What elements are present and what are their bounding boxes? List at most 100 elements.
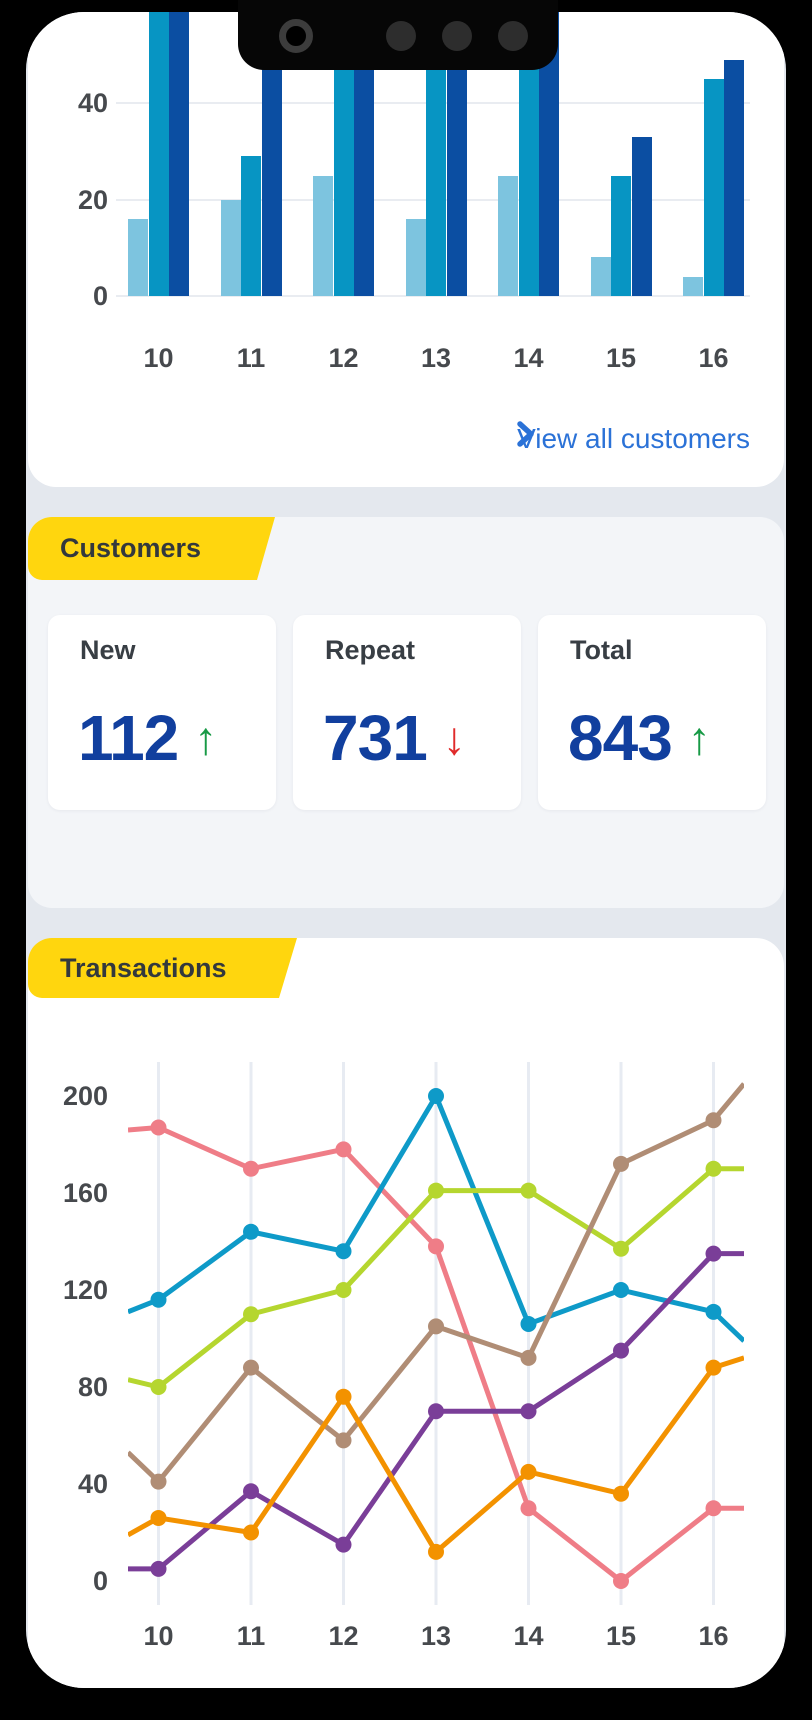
bar-mid-blue-11 bbox=[241, 156, 261, 296]
point-purple-15 bbox=[613, 1342, 629, 1359]
point-green-14 bbox=[520, 1182, 537, 1199]
point-orange-14 bbox=[520, 1463, 537, 1480]
point-purple-16 bbox=[705, 1245, 722, 1262]
point-green-11 bbox=[243, 1306, 259, 1323]
bar-dark-blue-10 bbox=[169, 12, 189, 296]
bar-light-blue-13 bbox=[405, 218, 426, 296]
line-y-axis-label: 120 bbox=[62, 1275, 108, 1305]
bar-dark-blue-14 bbox=[539, 12, 559, 296]
camera-notch bbox=[238, 0, 558, 70]
line-y-axis-label: 200 bbox=[62, 1081, 108, 1111]
bar-dark-blue-11 bbox=[261, 12, 282, 296]
bar-mid-blue-13 bbox=[426, 12, 446, 296]
point-green-16 bbox=[705, 1160, 722, 1177]
bar-mid-blue-10 bbox=[148, 12, 169, 296]
customers-section-badge: Customers bbox=[28, 517, 275, 580]
bar-x-axis-label: 16 bbox=[698, 343, 729, 373]
point-orange-13 bbox=[428, 1543, 444, 1560]
bar-dark-blue-13 bbox=[446, 12, 467, 296]
point-green-12 bbox=[335, 1282, 352, 1298]
trend-down-icon: ↓ bbox=[442, 712, 466, 764]
point-pink-11 bbox=[243, 1160, 259, 1177]
phone-screen: 0 20 40 10 11 12 13 14 15 16 View all customers C… bbox=[26, 12, 786, 1688]
point-brown-13 bbox=[428, 1318, 444, 1335]
point-teal-10 bbox=[150, 1291, 167, 1308]
bar-light-blue-16 bbox=[683, 276, 703, 296]
point-green-10 bbox=[150, 1379, 167, 1395]
point-pink-10 bbox=[150, 1119, 167, 1136]
line-x-axis-label: 16 bbox=[698, 1621, 729, 1651]
point-purple-13 bbox=[428, 1403, 444, 1420]
line-y-axis-label: 0 bbox=[92, 1566, 108, 1596]
bar-x-axis-label: 11 bbox=[236, 343, 266, 373]
point-brown-16 bbox=[705, 1112, 722, 1129]
camera-dot-icon bbox=[498, 21, 528, 51]
bar-light-blue-12 bbox=[313, 175, 333, 296]
stat-card-new: New 112 ↑ bbox=[48, 615, 276, 810]
chevron-right-icon bbox=[517, 421, 534, 447]
bar-y-axis-label: 40 bbox=[77, 88, 108, 119]
transactions-section-badge: Transactions bbox=[28, 938, 297, 998]
bar-gridline bbox=[116, 295, 750, 297]
stat-card-total: Total 843 ↑ bbox=[538, 615, 766, 810]
bar-dark-blue-12 bbox=[354, 12, 374, 296]
view-all-customers-link-top[interactable]: View all customers bbox=[517, 421, 750, 457]
point-teal-12 bbox=[335, 1243, 352, 1260]
line-x-axis-label: 15 bbox=[605, 1621, 637, 1651]
point-brown-15 bbox=[613, 1155, 629, 1172]
transactions-card: Transactions 0 40 80 120 160 200 10 11 12 13 14 15 1… bbox=[28, 938, 784, 1688]
line-x-axis-label: 14 bbox=[513, 1621, 544, 1651]
point-teal-14 bbox=[520, 1315, 537, 1332]
point-orange-12 bbox=[335, 1388, 352, 1405]
line-chart-svg bbox=[128, 1062, 744, 1605]
camera-dot-icon bbox=[386, 21, 416, 51]
point-teal-11 bbox=[243, 1223, 259, 1240]
point-teal-15 bbox=[613, 1282, 629, 1298]
line-y-axis-label: 40 bbox=[77, 1469, 108, 1499]
line-x-axis-label: 10 bbox=[143, 1621, 174, 1651]
line-y-axis-label: 80 bbox=[77, 1372, 108, 1402]
line-x-axis-label: 13 bbox=[420, 1621, 452, 1651]
point-purple-14 bbox=[520, 1403, 537, 1420]
bar-y-axis-label: 20 bbox=[77, 184, 108, 215]
bar-mid-blue-12 bbox=[333, 12, 354, 296]
customers-bar-chart-card: 0 20 40 10 11 12 13 14 15 16 View all customers bbox=[28, 12, 784, 487]
point-purple-11 bbox=[243, 1483, 259, 1500]
bar-y-axis-label: 0 bbox=[92, 281, 108, 311]
point-teal-16 bbox=[705, 1303, 722, 1320]
bar-light-blue-15 bbox=[590, 257, 611, 296]
stat-value: 843 bbox=[568, 702, 673, 774]
bar-mid-blue-16 bbox=[703, 79, 724, 296]
line-y-axis-label: 160 bbox=[62, 1178, 108, 1208]
bar-x-axis-label: 15 bbox=[605, 343, 637, 373]
camera-ring-icon bbox=[279, 19, 313, 53]
point-pink-12 bbox=[335, 1141, 352, 1158]
bar-dark-blue-16 bbox=[724, 59, 744, 296]
bar-mid-blue-15 bbox=[611, 175, 631, 296]
bar-dark-blue-15 bbox=[631, 136, 652, 296]
point-orange-15 bbox=[613, 1485, 629, 1502]
point-purple-10 bbox=[150, 1560, 167, 1577]
point-brown-10 bbox=[150, 1473, 167, 1490]
point-orange-16 bbox=[705, 1359, 722, 1376]
bar-light-blue-14 bbox=[498, 175, 518, 296]
trend-up-icon: ↑ bbox=[194, 712, 218, 764]
stat-value: 731 bbox=[323, 702, 428, 774]
stat-label: New bbox=[80, 635, 136, 665]
stat-label: Repeat bbox=[325, 635, 416, 665]
link-label[interactable]: View all customers bbox=[517, 423, 750, 454]
trend-up-icon: ↑ bbox=[687, 712, 711, 764]
bar-light-blue-10 bbox=[128, 218, 148, 296]
camera-dot-icon bbox=[442, 21, 472, 51]
point-purple-12 bbox=[335, 1536, 352, 1553]
point-brown-12 bbox=[335, 1432, 352, 1449]
point-brown-11 bbox=[243, 1359, 259, 1376]
point-green-15 bbox=[613, 1240, 629, 1257]
point-pink-16 bbox=[705, 1500, 722, 1517]
point-teal-13 bbox=[428, 1088, 444, 1104]
stat-value: 112 bbox=[78, 702, 179, 774]
bar-x-axis-label: 13 bbox=[420, 343, 452, 373]
line-x-axis-label: 12 bbox=[328, 1621, 359, 1651]
badge-label: Customers bbox=[60, 533, 202, 563]
point-pink-13 bbox=[428, 1238, 444, 1255]
